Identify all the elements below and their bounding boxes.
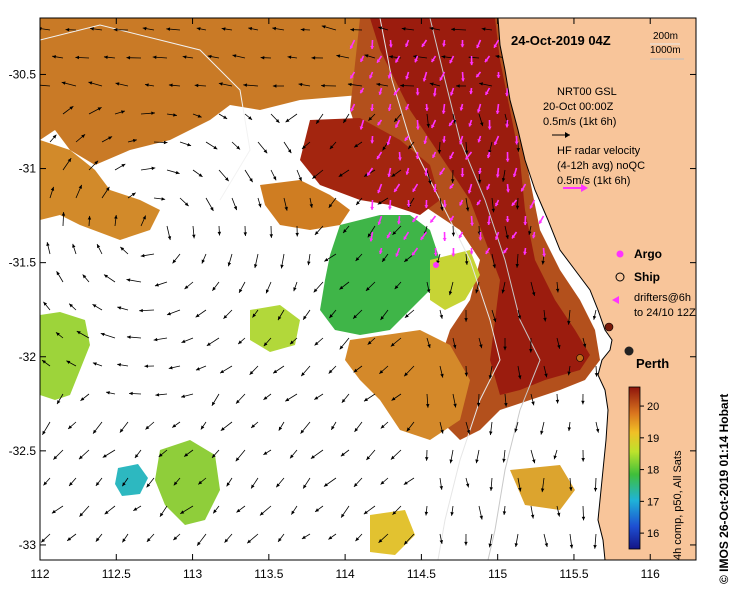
marker-legend: Argo Ship drifters@6h to 24/10 12Z bbox=[612, 247, 696, 319]
credit-label: © IMOS 26-Oct-2019 01:14 Hobart bbox=[717, 394, 731, 584]
depth-legend-200m: 200m bbox=[653, 31, 678, 42]
model-legend-scale: 0.5m/s (1kt 6h) bbox=[543, 116, 616, 128]
radar-velocity-arrows bbox=[349, 39, 547, 257]
model-legend-name: NRT00 GSL bbox=[557, 86, 617, 98]
colorbar-gradient bbox=[628, 386, 641, 550]
lat-tick-label: -33 bbox=[19, 538, 37, 552]
contour-200m bbox=[379, 18, 501, 560]
land-mass bbox=[497, 18, 696, 560]
colorbar-tick-label: 20 bbox=[647, 401, 659, 413]
sst-patch-mid-green bbox=[250, 305, 300, 352]
radar-legend-title: HF radar velocity bbox=[557, 145, 641, 157]
sst-field bbox=[40, 18, 600, 555]
drifter-legend-icon bbox=[612, 296, 619, 304]
map-title: 24-Oct-2019 04Z bbox=[511, 33, 611, 48]
lon-tick-label: 112 bbox=[30, 567, 49, 581]
colorbar-ticks: 16 17 18 19 20 bbox=[640, 401, 659, 540]
drifter-legend-label: drifters@6h bbox=[634, 292, 691, 304]
bathymetry-contours bbox=[40, 18, 541, 560]
sst-patch-cyan-spot bbox=[115, 464, 148, 496]
argo-legend-label: Argo bbox=[634, 247, 662, 261]
lon-tick-label: 114.5 bbox=[407, 567, 436, 581]
lat-tick-label: -32 bbox=[19, 350, 37, 364]
lat-tick-label: -31.5 bbox=[9, 256, 37, 270]
sst-patch-south-yellow bbox=[370, 510, 415, 555]
drifter-marker-2 bbox=[576, 354, 584, 362]
temperature-colorbar: 16 17 18 19 20 4h comp, p50, All Sats bbox=[628, 386, 684, 560]
colorbar-label: 4h comp, p50, All Sats bbox=[672, 450, 684, 560]
lat-tick-label: -30.5 bbox=[9, 67, 37, 81]
depth-legend-1000m: 1000m bbox=[650, 45, 681, 56]
sst-patch-yellow-fringe bbox=[430, 250, 480, 310]
ship-legend-label: Ship bbox=[634, 270, 660, 284]
drifter-marker-1 bbox=[604, 322, 614, 332]
longitude-axis: 112 112.5 113 113.5 114 114.5 115 115.5 116 bbox=[30, 18, 660, 581]
lat-tick-label: -32.5 bbox=[9, 444, 37, 458]
contour-1000m bbox=[429, 18, 541, 560]
lon-tick-label: 115.5 bbox=[559, 567, 588, 581]
plot-frame bbox=[39, 17, 697, 561]
lon-tick-label: 114 bbox=[336, 567, 355, 581]
lon-tick-label: 116 bbox=[641, 567, 660, 581]
sst-patch-south-orange bbox=[345, 330, 470, 440]
radar-legend-averaging: (4-12h avg) noQC bbox=[557, 160, 645, 172]
depth-legend: 200m 1000m bbox=[650, 31, 684, 60]
lon-tick-label: 115 bbox=[488, 567, 507, 581]
model-legend: NRT00 GSL 20-Oct 00:00Z 0.5m/s (1kt 6h) bbox=[543, 86, 617, 138]
lat-tick-label: -31 bbox=[19, 162, 37, 176]
ship-legend-icon bbox=[615, 272, 625, 282]
radar-legend-scale: 0.5m/s (1kt 6h) bbox=[557, 175, 630, 187]
sst-patch-offshore-dark bbox=[300, 118, 440, 215]
sst-patch-mid-orange bbox=[260, 180, 350, 230]
sst-patch-west-green bbox=[40, 312, 90, 400]
latitude-axis: -30.5 -31 -31.5 -32 -32.5 -33 bbox=[9, 67, 696, 552]
colorbar-tick-label: 17 bbox=[647, 496, 659, 508]
drifter-legend-until: to 24/10 12Z bbox=[634, 307, 696, 319]
argo-float-marker bbox=[433, 262, 439, 268]
argo-legend-icon bbox=[616, 250, 624, 258]
lon-tick-label: 113 bbox=[183, 567, 202, 581]
radar-legend: HF radar velocity (4-12h avg) noQC 0.5m/… bbox=[557, 145, 645, 192]
sst-patch-nearshore-dark bbox=[370, 18, 590, 395]
contour-offshore bbox=[40, 24, 251, 201]
city-label: Perth bbox=[636, 356, 669, 371]
colorbar-tick-label: 19 bbox=[647, 433, 659, 445]
sst-patch-northwest-orange bbox=[40, 140, 160, 240]
model-legend-time: 20-Oct 00:00Z bbox=[543, 101, 614, 113]
lon-tick-label: 112.5 bbox=[102, 567, 131, 581]
lon-tick-label: 113.5 bbox=[254, 567, 283, 581]
sst-patch-green-tongue bbox=[320, 215, 440, 335]
colorbar-tick-label: 18 bbox=[647, 465, 659, 477]
colorbar-tick-label: 16 bbox=[647, 528, 659, 540]
perth-city-marker bbox=[624, 346, 634, 356]
sst-patch-southwest-green bbox=[155, 440, 220, 525]
